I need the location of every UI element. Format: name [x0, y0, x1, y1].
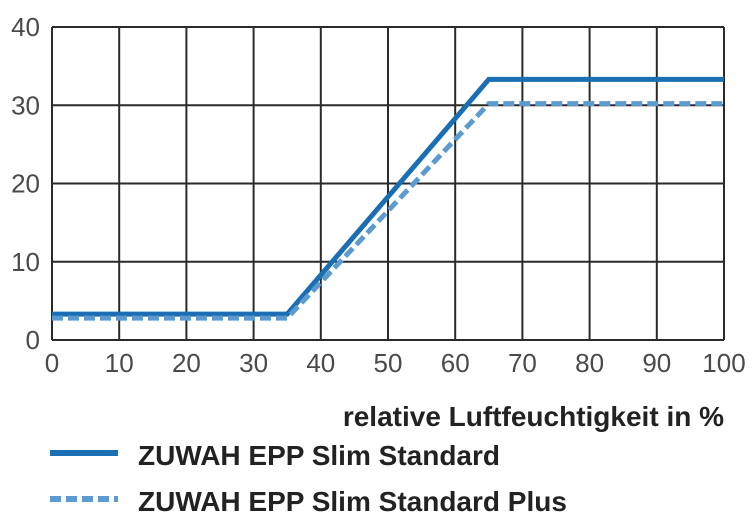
legend-label-1: ZUWAH EPP Slim Standard — [138, 440, 500, 471]
x-tick-label: 90 — [642, 348, 671, 378]
y-tick-label: 40 — [11, 12, 40, 42]
y-tick-label: 30 — [11, 90, 40, 120]
x-tick-label: 70 — [508, 348, 537, 378]
x-tick-label: 100 — [702, 348, 745, 378]
x-tick-label: 50 — [374, 348, 403, 378]
x-tick-label: 20 — [172, 348, 201, 378]
x-tick-label: 60 — [441, 348, 470, 378]
chart-series — [52, 76, 724, 321]
chart-grid — [51, 26, 725, 341]
x-tick-label: 0 — [45, 348, 59, 378]
x-tick-label: 40 — [306, 348, 335, 378]
x-tick-label: 30 — [239, 348, 268, 378]
chart-ticks: 0 10 20 30 40 50 60 70 80 90 100 0 10 20 30 40 — [11, 12, 746, 378]
y-tick-label: 10 — [11, 247, 40, 277]
series-line-1 — [52, 76, 724, 317]
series-line-2 — [52, 101, 724, 321]
chart-legend: ZUWAH EPP Slim Standard ZUWAH EPP Slim St… — [50, 440, 567, 517]
y-tick-label: 0 — [26, 325, 40, 355]
x-axis-label: relative Luftfeuchtigkeit in % — [343, 401, 724, 432]
x-tick-label: 80 — [575, 348, 604, 378]
x-tick-label: 10 — [105, 348, 134, 378]
y-tick-label: 20 — [11, 169, 40, 199]
legend-label-2: ZUWAH EPP Slim Standard Plus — [138, 486, 567, 517]
